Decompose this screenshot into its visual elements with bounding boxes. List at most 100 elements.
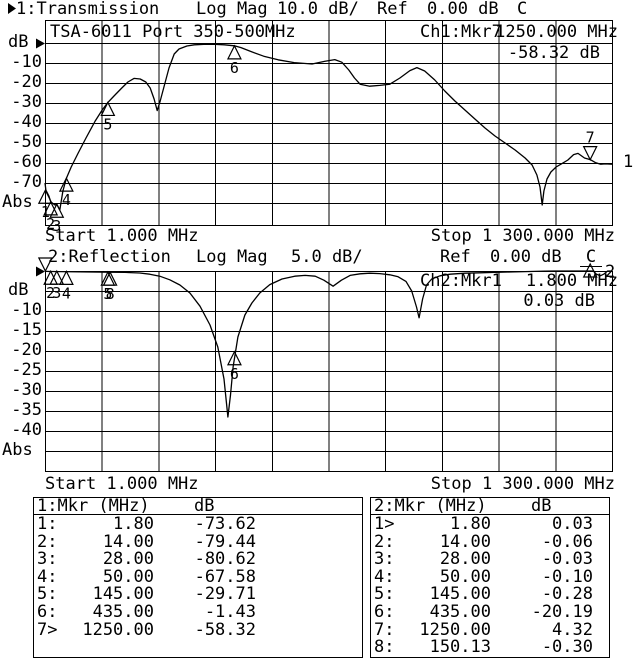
ch2-marker-freq: 1.800 MHz bbox=[525, 271, 618, 291]
marker-id: 1: bbox=[37, 514, 58, 534]
y-axis-tick: Abs bbox=[2, 440, 33, 460]
y-axis-tick: dB bbox=[8, 32, 29, 52]
ch2-format: Log Mag bbox=[196, 247, 268, 267]
y-axis-tick: -60 bbox=[11, 152, 42, 172]
ch2-marker-value: 0.03 dB bbox=[523, 291, 595, 311]
marker-value: -58.32 bbox=[194, 619, 256, 640]
marker-2-triangle-icon bbox=[43, 269, 59, 285]
marker-value: -0.03 bbox=[541, 549, 593, 570]
marker-6-label: 6 bbox=[230, 365, 239, 383]
marker-6-triangle-icon bbox=[226, 44, 242, 60]
marker-id: 5: bbox=[374, 584, 395, 605]
ref-level-arrow-icon bbox=[36, 266, 45, 277]
ch1-format: Log Mag bbox=[196, 0, 268, 19]
y-axis-tick: -40 bbox=[11, 112, 42, 132]
ch1-sweep-status: C bbox=[517, 0, 528, 19]
marker-table-row: 7> 1250.00 -58.32 bbox=[34, 619, 362, 640]
y-axis-tick: -30 bbox=[11, 380, 42, 400]
marker-value: -80.62 bbox=[194, 549, 256, 570]
marker-id: 2: bbox=[374, 531, 395, 552]
marker-id: 2: bbox=[37, 531, 58, 552]
marker-8-label: 8 bbox=[106, 285, 115, 303]
marker-value: -0.30 bbox=[541, 637, 593, 658]
marker-4-label: 4 bbox=[62, 284, 71, 302]
ch1-title: 1:Transmission bbox=[16, 0, 160, 19]
y-axis-tick: -40 bbox=[11, 420, 42, 440]
marker-table-row: 1> 1.80 0.03 bbox=[371, 514, 609, 534]
marker-2-label: 2 bbox=[46, 284, 55, 302]
marker-3-triangle-icon bbox=[49, 202, 65, 218]
marker-value: -1.43 bbox=[204, 602, 256, 622]
marker-1-label: 1 bbox=[41, 203, 50, 221]
ch1-scale: 10.0 dB/ bbox=[277, 0, 359, 19]
marker-4-triangle-icon bbox=[58, 270, 74, 285]
marker-value: -73.62 bbox=[194, 514, 256, 534]
marker-table-row: 2: 14.00 -0.06 bbox=[371, 531, 609, 552]
marker-value: 0.03 bbox=[552, 514, 593, 534]
ch2-title: 2:Reflection bbox=[48, 247, 171, 267]
marker-value: -79.44 bbox=[194, 531, 256, 552]
marker-table-row: 6: 435.00 -20.19 bbox=[371, 602, 609, 622]
marker-frequency: 145.00 bbox=[429, 584, 491, 605]
ch2-ref-value: 0.00 dB bbox=[490, 247, 562, 267]
marker-8-triangle-icon bbox=[102, 270, 118, 286]
marker-table-row: 5: 145.00 -29.71 bbox=[34, 586, 362, 604]
marker-value: -20.19 bbox=[531, 602, 593, 622]
marker-table-ch2: 2:Mkr (MHz) dB 1> 1.80 0.03 2: 14.00 -0.06 3: 2… bbox=[370, 497, 610, 658]
marker-frequency: 28.00 bbox=[439, 549, 491, 570]
marker-table-row: 8: 150.13 -0.30 bbox=[371, 639, 609, 657]
marker-value: -67.58 bbox=[194, 566, 256, 587]
marker-id: 8: bbox=[374, 637, 395, 658]
table-header-unit: dB bbox=[531, 496, 552, 516]
marker-5-triangle-icon bbox=[100, 270, 116, 286]
marker-value: -0.28 bbox=[541, 584, 593, 605]
marker-frequency: 1250.00 bbox=[82, 619, 154, 640]
marker-id: 3: bbox=[37, 549, 58, 570]
marker-1-triangle-icon bbox=[37, 188, 53, 204]
y-axis-tick: -70 bbox=[11, 172, 42, 192]
y-axis-tick: dB bbox=[8, 280, 29, 300]
marker-frequency: 145.00 bbox=[92, 584, 154, 605]
marker-id: 3: bbox=[374, 549, 395, 570]
marker-frequency: 435.00 bbox=[429, 602, 491, 622]
ch2-trace-number: 2 bbox=[605, 262, 616, 282]
ch2-start-freq: Start 1.000 MHz bbox=[45, 474, 199, 494]
y-axis-tick: -30 bbox=[11, 92, 42, 112]
marker-table-ch1-header: 1:Mkr (MHz) dB bbox=[34, 498, 362, 515]
marker-frequency: 1250.00 bbox=[419, 619, 491, 640]
marker-value: -29.71 bbox=[194, 584, 256, 605]
ch1-marker-freq: 1250.000 MHz bbox=[495, 22, 618, 42]
table-header-label: 1:Mkr (MHz) bbox=[37, 496, 150, 516]
marker-frequency: 14.00 bbox=[439, 531, 491, 552]
marker-frequency: 14.00 bbox=[102, 531, 154, 552]
active-channel-arrow-icon bbox=[8, 3, 16, 14]
marker-value: -0.10 bbox=[541, 566, 593, 587]
marker-frequency: 1.80 bbox=[450, 514, 491, 534]
marker-frequency: 28.00 bbox=[102, 549, 154, 570]
marker-table-row: 1: 1.80 -73.62 bbox=[34, 514, 362, 534]
ch2-ref-label: Ref bbox=[440, 247, 471, 267]
marker-6-triangle-icon bbox=[226, 350, 242, 366]
ch1-start-freq: Start 1.000 MHz bbox=[45, 226, 199, 246]
ch2-stop-freq: Stop 1 300.000 MHz bbox=[430, 474, 615, 494]
marker-id: 1> bbox=[374, 514, 395, 534]
ref-level-arrow-icon bbox=[36, 38, 45, 49]
marker-5-triangle-icon bbox=[100, 101, 116, 117]
device-note: TSA-6011 Port 350-500MHz bbox=[50, 22, 296, 42]
y-axis-tick: -25 bbox=[11, 360, 42, 380]
marker-5-label: 5 bbox=[103, 285, 112, 303]
marker-id: 7: bbox=[374, 619, 395, 640]
marker-table-row: 4: 50.00 -0.10 bbox=[371, 566, 609, 587]
ch1-trace-number: 1 bbox=[623, 152, 634, 172]
marker-4-triangle-icon bbox=[58, 176, 74, 192]
marker-id: 4: bbox=[37, 566, 58, 587]
marker-2-triangle-icon bbox=[43, 200, 59, 216]
marker-3-triangle-icon bbox=[49, 269, 65, 285]
y-axis-tick: -20 bbox=[11, 340, 42, 360]
marker-table-row: 6: 435.00 -1.43 bbox=[34, 602, 362, 622]
marker-table-ch2-header: 2:Mkr (MHz) dB bbox=[371, 498, 609, 515]
ch1-stop-freq: Stop 1 300.000 MHz bbox=[430, 226, 615, 246]
ch2-scale: 5.0 dB/ bbox=[291, 247, 363, 267]
marker-table-row: 5: 145.00 -0.28 bbox=[371, 586, 609, 604]
marker-id: 6: bbox=[374, 602, 395, 622]
